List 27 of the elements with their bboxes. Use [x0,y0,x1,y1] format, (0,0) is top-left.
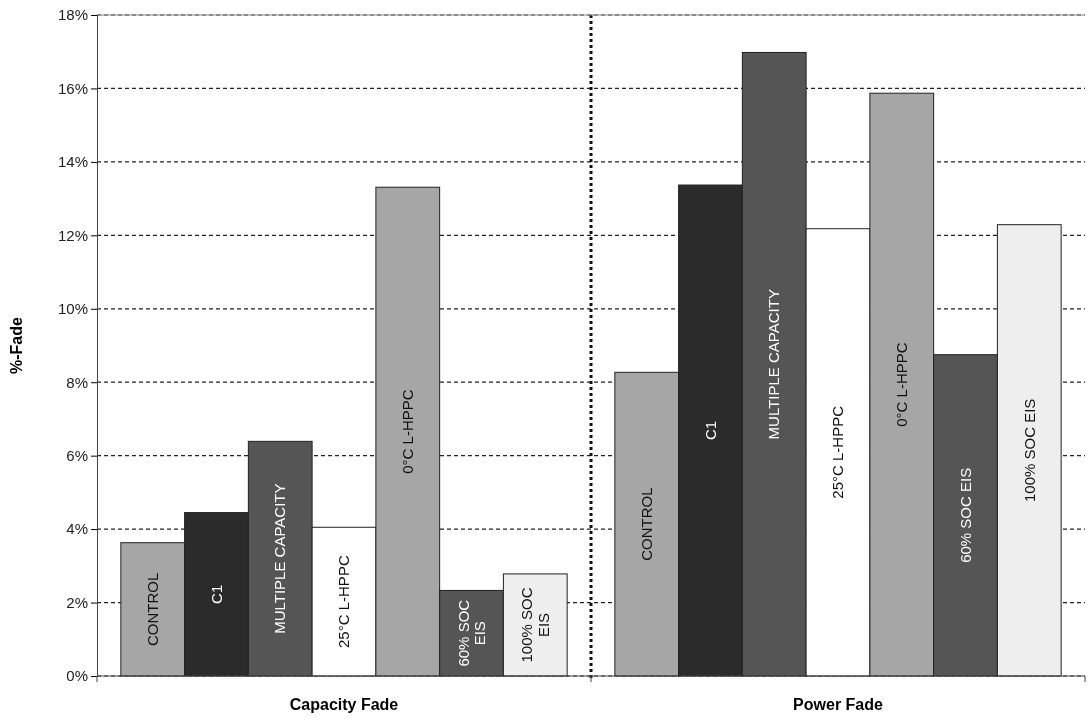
y-tick-label: 0% [66,667,88,685]
x-tick-label: Power Fade [793,696,883,713]
text: C1 [701,420,719,441]
text: 100% SOC EIS [1020,398,1038,503]
y-tick-label: 6% [66,446,88,464]
series-label: 25°C L-HPPC [335,555,353,648]
y-tick-label: 10% [57,300,88,318]
y-tick-label: 18% [57,6,88,24]
text: 0°C L-HPPC [893,342,911,427]
y-tick-label: 2% [66,593,88,611]
series-label: 60% SOC EIS [454,599,489,667]
y-tick-label: 12% [57,226,88,244]
y-tick-label: 8% [66,373,88,391]
y-tick-label: 16% [57,79,88,97]
series-label: 0°C L-HPPC [399,389,417,474]
text: 60% SOC EIS [956,467,974,563]
text: MULTIPLE CAPACITY [765,289,783,440]
series-label: MULTIPLE CAPACITY [271,483,289,634]
series-label: 100% SOC EIS [518,587,552,663]
text: CONTROL [637,487,655,561]
text: 25°C L-HPPC [829,406,847,499]
y-tick-label: 4% [66,520,88,538]
y-axis-title: %-Fade [8,316,25,374]
series-label: CONTROL [143,572,161,647]
series-label: C1 [207,584,225,604]
x-tick-label: Capacity Fade [289,696,399,713]
y-tick-label: 14% [57,153,88,171]
